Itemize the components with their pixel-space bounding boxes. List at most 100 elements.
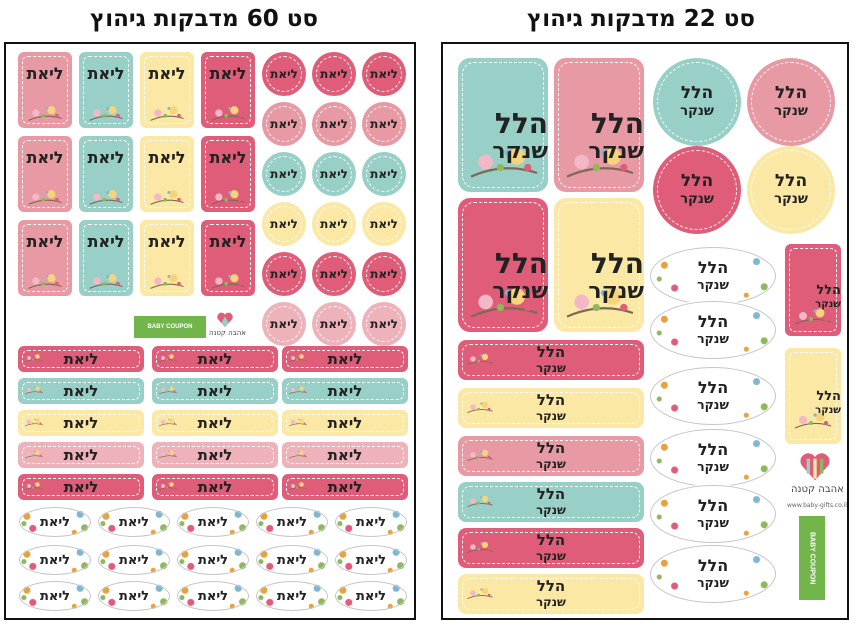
rect-sticker-large: הלל שנקר — [554, 198, 644, 332]
strip-sticker: ליאת — [18, 346, 144, 372]
rect-sticker: ליאת — [140, 220, 194, 296]
floral-pattern — [334, 544, 408, 576]
round-sticker: ליאת — [312, 202, 356, 246]
name-label-text: ליאת — [197, 413, 233, 432]
round-sticker: ליאת — [262, 252, 306, 296]
first-name-text: הלל — [816, 388, 841, 404]
strip-sticker: ליאת — [282, 410, 408, 436]
rect-sticker: ליאת — [79, 52, 133, 128]
first-name-text: הלל — [697, 312, 729, 332]
last-name-text: שנקר — [536, 503, 566, 518]
name-label-text: ליאת — [270, 217, 298, 231]
first-name-text: הלל — [494, 246, 548, 280]
strip-sticker: ליאת — [282, 346, 408, 372]
round-sticker: ליאת — [262, 302, 306, 346]
last-name-text: שנקר — [774, 192, 808, 208]
round-sticker-large: הלל שנקר — [747, 58, 835, 146]
floral-pattern — [649, 428, 777, 488]
name-label-text: ליאת — [320, 67, 348, 81]
oval-sticker: ליאת — [176, 506, 250, 538]
name-label-text: ליאת — [355, 514, 387, 530]
round-sticker-large: הלל שנקר — [653, 58, 741, 146]
floral-pattern — [334, 580, 408, 612]
oval-sticker-large: הלל שנקר — [649, 366, 777, 426]
name-label-text: ליאת — [327, 381, 363, 400]
name-label-text: ליאת — [148, 232, 186, 251]
oval-sticker: ליאת — [97, 544, 171, 576]
name-label-text: ליאת — [370, 117, 398, 131]
name-label-text: ליאת — [370, 167, 398, 181]
rect-sticker: ליאת — [140, 136, 194, 212]
name-label-text: ליאת — [209, 232, 247, 251]
floral-pattern — [176, 580, 250, 612]
name-label-text: ליאת — [197, 477, 233, 496]
rect-sticker-large: הלל שנקר — [554, 58, 644, 192]
round-sticker: ליאת — [312, 252, 356, 296]
floral-pattern — [18, 580, 92, 612]
floral-pattern — [18, 506, 92, 538]
oval-sticker-large: הלל שנקר — [649, 300, 777, 360]
oval-sticker: ליאת — [176, 544, 250, 576]
name-label-text: ליאת — [355, 588, 387, 604]
last-name-text: שנקר — [697, 575, 729, 591]
brand-logo-text: אהבה קטנה — [791, 484, 844, 495]
heart-logo-icon — [217, 312, 233, 328]
last-name-text: שנקר — [697, 397, 729, 413]
round-sticker: ליאת — [312, 102, 356, 146]
name-label-text: ליאת — [118, 588, 150, 604]
name-label-text: ליאת — [87, 232, 125, 251]
floral-pattern — [649, 300, 777, 360]
oval-sticker: ליאת — [18, 544, 92, 576]
name-label-text: ליאת — [26, 148, 64, 167]
rect-sticker: ליאת — [201, 52, 255, 128]
floral-pattern — [649, 484, 777, 544]
name-label-text: ליאת — [197, 445, 233, 464]
last-name-text: שנקר — [697, 331, 729, 347]
strip-sticker: ליאת — [152, 410, 278, 436]
sheet-60-stickers: ליאת ליאת ליאת ליאת ליאת ליאת ליאת ליאת ליאת ליאת… — [4, 42, 416, 620]
round-sticker-large: הלל שנקר — [653, 146, 741, 234]
oval-sticker: ליאת — [97, 580, 171, 612]
name-label-text: ליאת — [118, 514, 150, 530]
name-label-text: ליאת — [39, 552, 71, 568]
name-label-text: ליאת — [63, 445, 99, 464]
name-label-text: ליאת — [370, 317, 398, 331]
oval-sticker: ליאת — [334, 580, 408, 612]
last-name-text: שנקר — [536, 549, 566, 564]
baby-coupon-logo: BABY COUPON — [134, 316, 206, 338]
name-label-text: ליאת — [270, 117, 298, 131]
name-label-text: ליאת — [148, 64, 186, 83]
name-label-text: ליאת — [39, 514, 71, 530]
name-label-text: ליאת — [39, 588, 71, 604]
oval-sticker: ליאת — [97, 506, 171, 538]
rect-sticker: ליאת — [140, 52, 194, 128]
strip-sticker-large: הלל שנקר — [458, 574, 644, 614]
last-name-text: שנקר — [536, 361, 566, 376]
strip-sticker: ליאת — [152, 474, 278, 500]
rect-sticker-large: הלל שנקר — [458, 198, 548, 332]
round-sticker: ליאת — [362, 302, 406, 346]
oval-sticker: ליאת — [18, 580, 92, 612]
floral-pattern — [255, 544, 329, 576]
first-name-text: הלל — [536, 391, 566, 410]
oval-sticker: ליאת — [176, 580, 250, 612]
round-sticker: ליאת — [362, 52, 406, 96]
round-sticker: ליאת — [362, 102, 406, 146]
strip-sticker: ליאת — [18, 474, 144, 500]
name-label-text: ליאת — [197, 349, 233, 368]
name-label-text: ליאת — [327, 349, 363, 368]
oval-sticker-large: הלל שנקר — [649, 544, 777, 604]
first-name-text: הלל — [536, 485, 566, 504]
last-name-text: שנקר — [492, 278, 548, 304]
strip-sticker: ליאת — [18, 378, 144, 404]
baby-coupon-logo: BABY COUPON — [799, 516, 825, 600]
title-right: סט 22 מדבקות גיהוץ — [527, 6, 755, 32]
rect-sticker: ליאת — [18, 220, 72, 296]
rect-sticker-small: הלל שנקר — [785, 244, 841, 336]
first-name-text: הלל — [536, 343, 566, 362]
last-name-text: שנקר — [588, 278, 644, 304]
name-label-text: ליאת — [327, 477, 363, 496]
strip-sticker: ליאת — [282, 474, 408, 500]
name-label-text: ליאת — [209, 148, 247, 167]
last-name-text: שנקר — [680, 192, 714, 208]
